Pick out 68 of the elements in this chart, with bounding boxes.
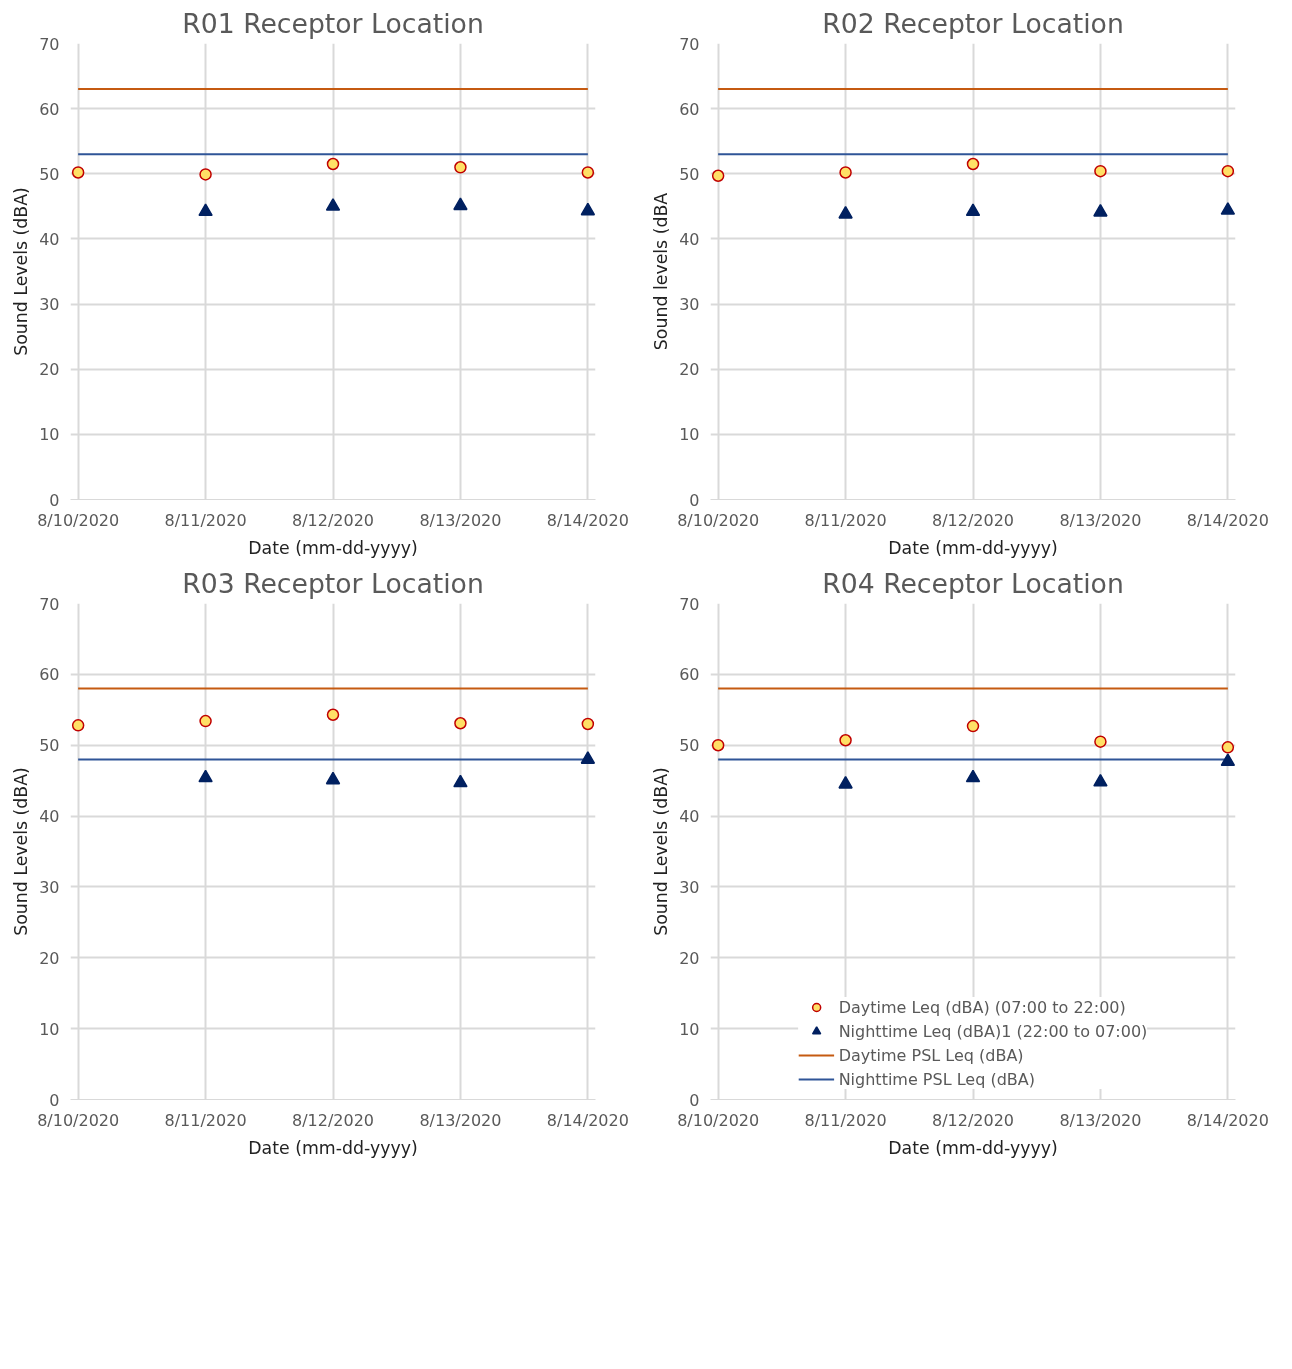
chart-title: R04 Receptor Location bbox=[822, 567, 1124, 599]
y-tick-label: 40 bbox=[39, 807, 60, 827]
x-tick-label: 8/14/2020 bbox=[1186, 1110, 1269, 1130]
y-tick-label: 10 bbox=[39, 425, 60, 445]
y-tick-label: 30 bbox=[39, 295, 60, 315]
y-tick-label: 20 bbox=[39, 360, 60, 380]
y-axis-title: Sound levels (dBA bbox=[651, 192, 672, 351]
legend-label: Daytime PSL Leq (dBA) bbox=[838, 1045, 1024, 1065]
x-axis-title: Date (mm-dd-yyyy) bbox=[888, 1137, 1058, 1158]
legend-label: Nighttime PSL Leq (dBA) bbox=[838, 1069, 1035, 1089]
legend-label: Nighttime Leq (dBA)1 (22:00 to 07:00) bbox=[838, 1021, 1148, 1041]
chart-title: R02 Receptor Location bbox=[822, 7, 1124, 39]
x-tick-label: 8/13/2020 bbox=[1059, 1110, 1142, 1130]
x-tick-label: 8/11/2020 bbox=[164, 510, 247, 530]
y-tick-label: 0 bbox=[49, 1090, 60, 1110]
x-axis-title: Date (mm-dd-yyyy) bbox=[248, 537, 418, 558]
y-tick-label: 10 bbox=[39, 1019, 60, 1039]
y-tick-label: 50 bbox=[679, 164, 700, 184]
y-axis-title: Sound Levels (dBA) bbox=[11, 187, 32, 356]
legend-label: Daytime Leq (dBA) (07:00 to 22:00) bbox=[838, 997, 1126, 1017]
x-tick-label: 8/13/2020 bbox=[1059, 510, 1142, 530]
y-axis-title: Sound Levels (dBA) bbox=[11, 767, 32, 936]
y-tick-label: 0 bbox=[689, 1090, 700, 1110]
y-tick-label: 10 bbox=[679, 1019, 700, 1039]
x-tick-label: 8/10/2020 bbox=[677, 1110, 760, 1130]
y-axis-title: Sound Levels (dBA) bbox=[651, 767, 672, 936]
x-tick-label: 8/14/2020 bbox=[546, 510, 629, 530]
y-tick-label: 20 bbox=[679, 948, 700, 968]
y-tick-label: 60 bbox=[679, 99, 700, 119]
y-tick-label: 50 bbox=[679, 736, 700, 756]
y-tick-label: 50 bbox=[39, 736, 60, 756]
x-tick-label: 8/11/2020 bbox=[804, 510, 887, 530]
x-tick-label: 8/14/2020 bbox=[546, 1110, 629, 1130]
y-tick-label: 40 bbox=[679, 807, 700, 827]
y-tick-label: 20 bbox=[39, 948, 60, 968]
x-tick-label: 8/12/2020 bbox=[291, 1110, 375, 1130]
y-tick-label: 40 bbox=[39, 229, 60, 249]
y-tick-label: 30 bbox=[39, 877, 60, 897]
x-tick-label: 8/11/2020 bbox=[164, 1110, 247, 1130]
y-tick-label: 60 bbox=[679, 665, 700, 685]
x-tick-label: 8/10/2020 bbox=[37, 1110, 120, 1130]
x-tick-label: 8/12/2020 bbox=[931, 510, 1015, 530]
x-tick-label: 8/14/2020 bbox=[1186, 510, 1269, 530]
x-tick-label: 8/12/2020 bbox=[931, 1110, 1015, 1130]
y-tick-label: 70 bbox=[679, 34, 700, 54]
x-tick-label: 8/13/2020 bbox=[419, 1110, 502, 1130]
x-axis-title: Date (mm-dd-yyyy) bbox=[888, 537, 1058, 558]
y-tick-label: 30 bbox=[679, 877, 700, 897]
y-tick-label: 70 bbox=[39, 34, 60, 54]
y-tick-label: 70 bbox=[39, 594, 60, 614]
y-tick-label: 60 bbox=[39, 665, 60, 685]
chart-title: R03 Receptor Location bbox=[182, 567, 484, 599]
y-tick-label: 0 bbox=[49, 490, 60, 510]
y-tick-label: 30 bbox=[679, 295, 700, 315]
x-tick-label: 8/12/2020 bbox=[291, 510, 375, 530]
y-tick-label: 50 bbox=[39, 164, 60, 184]
y-tick-label: 60 bbox=[39, 99, 60, 119]
x-tick-label: 8/10/2020 bbox=[37, 510, 120, 530]
x-tick-label: 8/11/2020 bbox=[804, 1110, 887, 1130]
chart-title: R01 Receptor Location bbox=[182, 7, 484, 39]
x-axis-title: Date (mm-dd-yyyy) bbox=[248, 1137, 418, 1158]
y-tick-label: 40 bbox=[679, 229, 700, 249]
y-tick-label: 0 bbox=[689, 490, 700, 510]
x-tick-label: 8/10/2020 bbox=[677, 510, 760, 530]
y-tick-label: 70 bbox=[679, 594, 700, 614]
x-tick-label: 8/13/2020 bbox=[419, 510, 502, 530]
y-tick-label: 10 bbox=[679, 425, 700, 445]
y-tick-label: 20 bbox=[679, 360, 700, 380]
